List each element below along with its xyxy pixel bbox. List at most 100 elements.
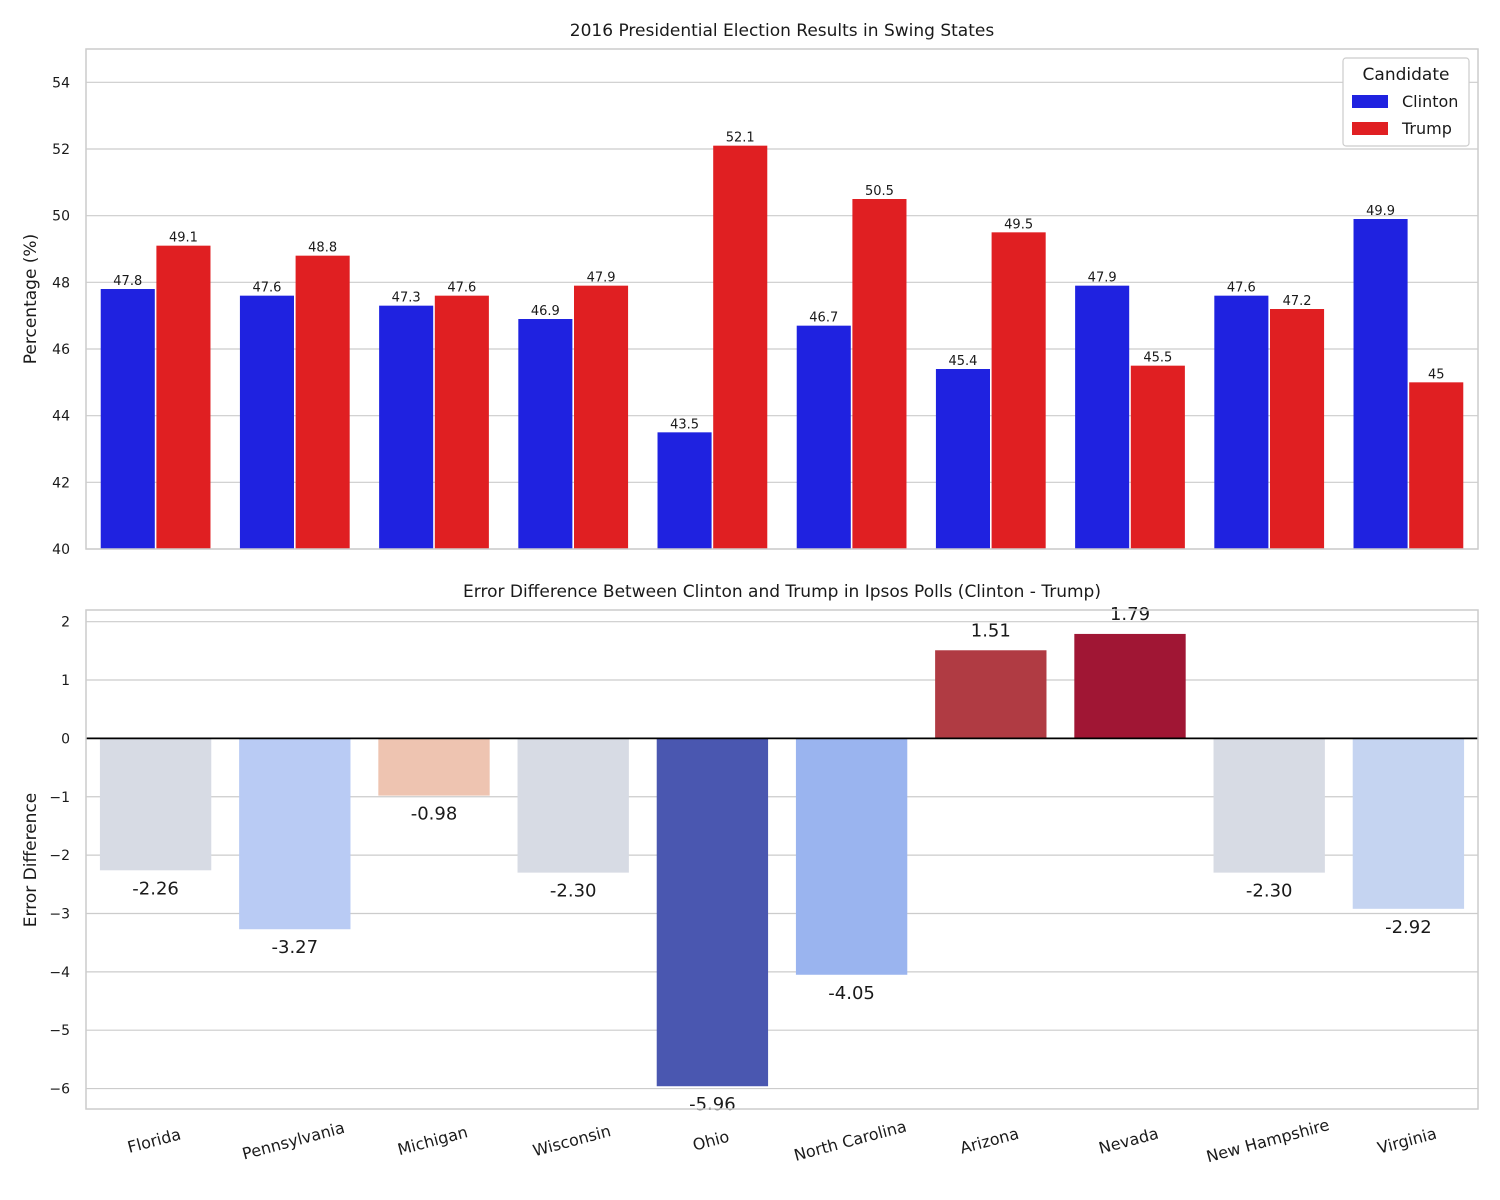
error-bar-label-north-carolina: -4.05 [828,983,875,1004]
bar-trump-nevada [1130,365,1185,549]
error-bar-label-pennsylvania: -3.27 [272,937,319,958]
top-y-tick-label: 54 [52,75,70,91]
top-chart-frame [85,48,1479,550]
legend-swatch-clinton [1352,95,1388,108]
bottom-y-tick-label: 1 [61,673,70,689]
error-bar-label-arizona: 1.51 [971,620,1011,641]
bar-label-clinton-nevada: 47.9 [1088,271,1117,286]
top-chart-y-axis-label: Percentage (%) [21,234,41,364]
error-bar-florida [99,738,212,871]
top-chart-bars [100,145,1464,550]
error-bar-wisconsin [517,738,629,873]
bottom-y-tick-label: −6 [49,1082,70,1098]
bar-label-clinton-arizona: 45.4 [948,354,977,369]
bar-label-clinton-new-hampshire: 47.6 [1227,281,1256,296]
bar-clinton-michigan [379,305,434,549]
error-bar-ohio [656,738,769,1087]
bar-label-trump-nevada: 45.5 [1143,351,1172,366]
bar-label-clinton-pennsylvania: 47.6 [252,281,281,296]
bar-label-trump-new-hampshire: 47.2 [1283,294,1312,309]
top-chart-grid [86,81,1478,550]
bottom-y-tick-label: 0 [61,731,70,747]
bar-label-trump-pennsylvania: 48.8 [308,241,337,256]
legend-swatch-trump [1352,122,1388,135]
bottom-y-tick-label: 2 [61,615,70,631]
bar-label-trump-florida: 49.1 [169,231,198,246]
bar-trump-new-hampshire [1270,309,1325,549]
error-bar-michigan [378,738,490,796]
bar-label-clinton-wisconsin: 46.9 [531,304,560,319]
bar-trump-north-carolina [852,199,907,549]
legend-label-clinton: Clinton [1402,92,1458,111]
bottom-chart-y-axis-label: Error Difference [21,793,41,927]
error-bar-label-virginia: -2.92 [1385,917,1432,938]
bar-label-clinton-florida: 47.8 [113,274,142,289]
bar-clinton-ohio [657,432,712,549]
bar-clinton-arizona [935,369,990,549]
bottom-y-tick-label: −5 [49,1023,70,1039]
bottom-y-tick-label: −1 [49,790,70,806]
error-bar-label-florida: -2.26 [132,878,179,899]
bar-label-clinton-ohio: 43.5 [670,417,699,432]
x-tick-label-ohio: Ohio [691,1127,732,1155]
bar-clinton-wisconsin [518,319,573,549]
x-tick-label-wisconsin: Wisconsin [531,1121,613,1160]
error-bar-label-new-hampshire: -2.30 [1246,881,1293,902]
error-bar-pennsylvania [239,738,351,930]
bottom-y-tick-label: −3 [49,906,70,922]
bar-clinton-nevada [1075,285,1130,549]
x-tick-label-new-hampshire: New Hampshire [1204,1115,1331,1166]
bar-label-clinton-michigan: 47.3 [392,291,421,306]
error-bar-label-nevada: 1.79 [1110,604,1150,625]
x-tick-label-north-carolina: North Carolina [792,1117,909,1165]
bar-trump-arizona [991,232,1046,550]
bar-label-clinton-virginia: 49.9 [1366,204,1395,219]
bar-label-trump-michigan: 47.6 [447,281,476,296]
bar-label-trump-ohio: 52.1 [726,131,755,146]
x-tick-label-michigan: Michigan [395,1122,469,1159]
x-tick-label-nevada: Nevada [1097,1124,1161,1158]
top-y-tick-label: 52 [52,142,70,158]
x-tick-label-florida: Florida [125,1124,182,1156]
x-tick-label-arizona: Arizona [958,1124,1021,1158]
legend: Candidate Clinton Trump [1342,57,1470,147]
error-bar-nevada [1074,633,1186,739]
bottom-chart-bars [99,633,1465,1087]
bar-clinton-new-hampshire [1214,295,1269,549]
bar-clinton-north-carolina [796,325,851,549]
bar-trump-wisconsin [574,285,629,549]
bottom-y-tick-label: −2 [49,848,70,864]
bar-clinton-virginia [1353,219,1408,549]
bottom-y-tick-label: −4 [49,965,70,981]
bar-trump-ohio [713,145,768,549]
bar-trump-michigan [434,295,489,549]
bottom-chart-title: Error Difference Between Clinton and Tru… [463,582,1101,602]
top-y-tick-label: 48 [52,275,70,291]
top-y-tick-label: 50 [52,209,70,225]
bar-label-clinton-north-carolina: 46.7 [809,311,838,326]
legend-title: Candidate [1363,65,1450,85]
bar-label-trump-virginia: 45 [1428,367,1445,382]
top-y-tick-label: 46 [52,342,70,358]
error-bar-new-hampshire [1213,738,1325,873]
bottom-chart-bar-labels: -2.26 -3.27 -0.98 -2.30 -5.96 -4.05 1.51 1.79 -2… [132,604,1431,1115]
top-y-tick-label: 44 [52,409,70,425]
top-y-tick-label: 42 [52,475,70,491]
top-chart-y-ticks: 40 42 44 46 48 50 52 54 [52,75,70,558]
bar-label-trump-wisconsin: 47.9 [587,271,616,286]
error-bar-label-ohio: -5.96 [689,1094,736,1115]
bar-label-trump-north-carolina: 50.5 [865,184,894,199]
x-tick-label-pennsylvania: Pennsylvania [240,1118,346,1164]
bar-trump-pennsylvania [295,255,350,549]
bottom-chart-x-ticks: Florida Pennsylvania Michigan Wisconsin Ohio… [125,1115,1438,1166]
top-chart-bar-labels: 47.8 49.1 47.6 48.8 47.3 47.6 46.9 47.9 43.5 52.1… [113,131,1444,433]
error-bar-arizona [935,650,1047,739]
error-bar-label-wisconsin: -2.30 [550,881,597,902]
bar-clinton-florida [100,289,155,549]
error-bar-label-michigan: -0.98 [411,804,458,825]
error-bar-virginia [1352,738,1465,909]
top-chart-title: 2016 Presidential Election Results in Sw… [570,21,995,41]
x-tick-label-virginia: Virginia [1375,1124,1438,1158]
bar-label-trump-arizona: 49.5 [1004,217,1033,232]
